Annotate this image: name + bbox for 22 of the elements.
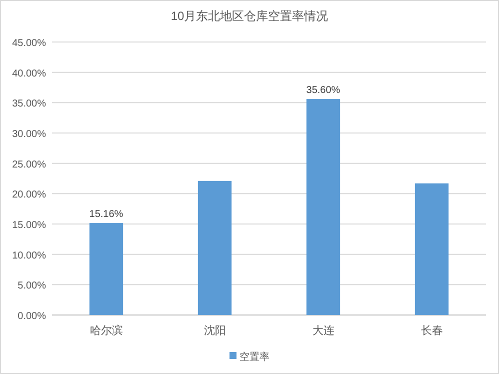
chart-title: 10月东北地区仓库空置率情况 bbox=[170, 9, 328, 23]
bar bbox=[306, 99, 340, 315]
x-tick-label: 长春 bbox=[420, 324, 443, 337]
x-tick-label: 哈尔滨 bbox=[90, 324, 123, 337]
y-tick-label: 10.00% bbox=[12, 250, 46, 262]
bar bbox=[198, 180, 232, 315]
y-tick-label: 25.00% bbox=[12, 159, 46, 170]
x-tick-label: 大连 bbox=[312, 324, 334, 337]
data-label: 15.16% bbox=[89, 209, 124, 220]
y-tick-label: 15.00% bbox=[12, 220, 46, 231]
x-tick-label: 沈阳 bbox=[204, 324, 226, 337]
bar bbox=[89, 223, 124, 315]
y-tick-label: 20.00% bbox=[12, 190, 46, 201]
y-tick-label: 0.00% bbox=[18, 311, 46, 322]
y-tick-label: 5.00% bbox=[18, 280, 46, 292]
y-tick-label: 35.00% bbox=[12, 98, 46, 110]
y-tick-label: 45.00% bbox=[12, 38, 46, 49]
y-tick-label: 30.00% bbox=[12, 129, 46, 140]
y-tick-label: 40.00% bbox=[12, 68, 46, 80]
bar bbox=[414, 183, 449, 315]
legend-label: 空置率 bbox=[240, 351, 270, 363]
data-label: 35.60% bbox=[306, 85, 340, 96]
